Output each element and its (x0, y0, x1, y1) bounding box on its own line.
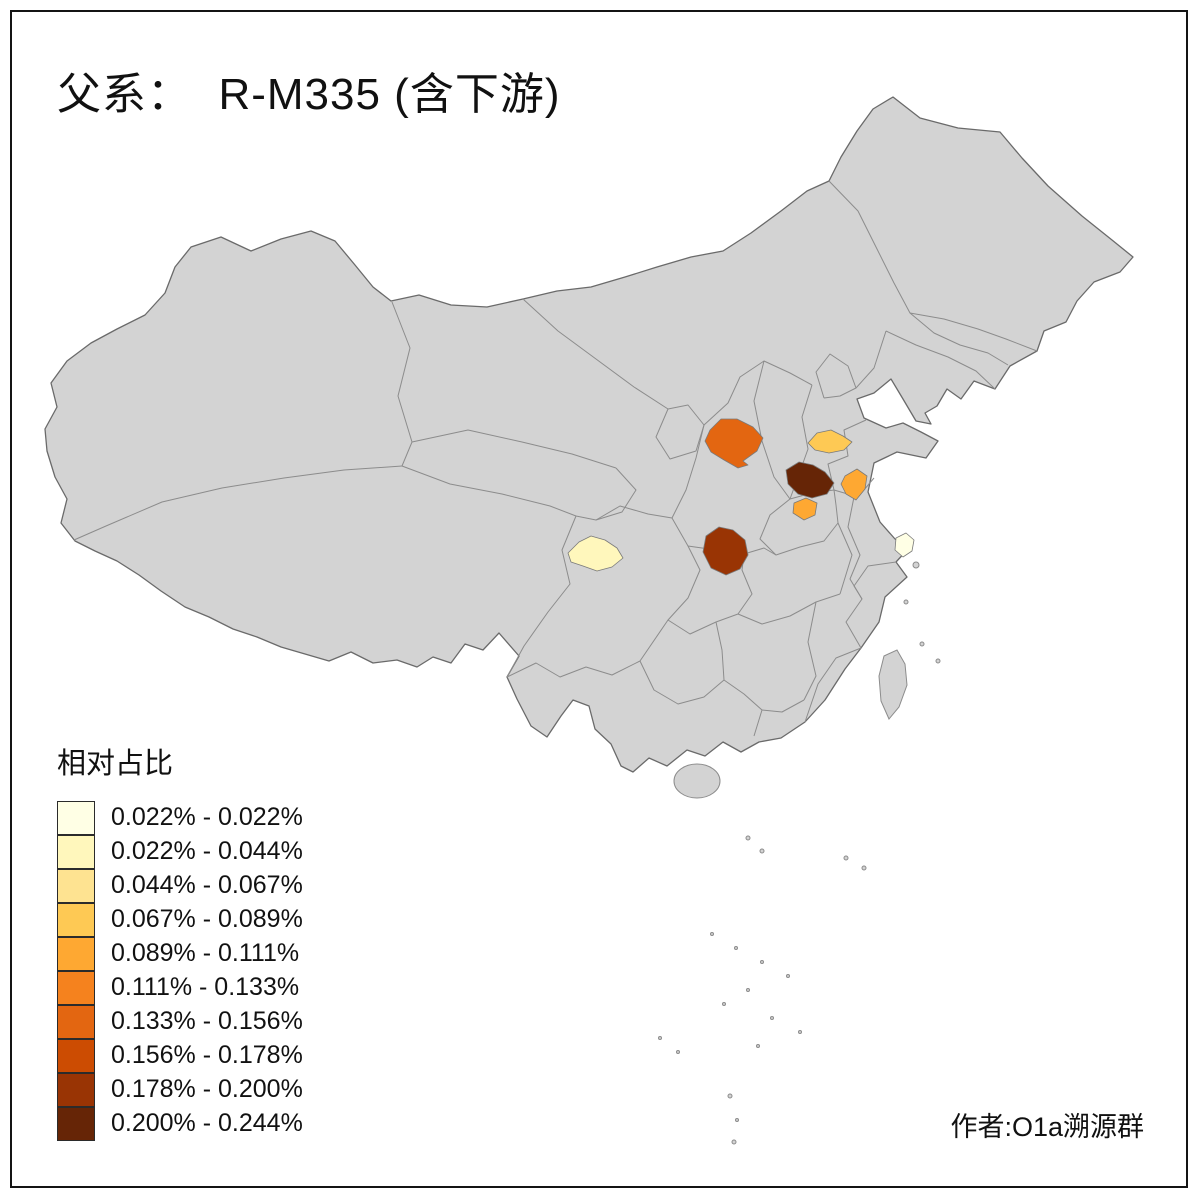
region-shanghai (894, 532, 915, 558)
legend-row: 0.178% - 0.200% (57, 1072, 303, 1107)
legend-title: 相对占比 (57, 748, 174, 780)
region-anhui-northwest (792, 497, 818, 521)
legend-range-label: 0.044% - 0.067% (111, 870, 303, 899)
legend-swatch (57, 1106, 95, 1141)
legend-row: 0.022% - 0.044% (57, 834, 303, 869)
attribution: 作者:O1a溯源群 (950, 1112, 1144, 1142)
region-shandong-west (807, 429, 853, 454)
page-title: 父系： R-M335 (含下游) (57, 70, 561, 119)
legend-row: 0.022% - 0.022% (57, 800, 303, 835)
legend-swatch (57, 800, 95, 835)
legend-range-label: 0.133% - 0.156% (111, 1006, 303, 1035)
hainan-island (673, 763, 721, 799)
legend-range-label: 0.200% - 0.244% (111, 1108, 303, 1137)
legend-range-label: 0.067% - 0.089% (111, 904, 303, 933)
legend: 相对占比 0.022% - 0.022% 0.022% - 0.044% 0.0… (57, 740, 303, 1141)
legend-row: 0.067% - 0.089% (57, 902, 303, 937)
highlighted-regions (567, 418, 915, 576)
legend-swatch (57, 970, 95, 1005)
legend-row: 0.156% - 0.178% (57, 1038, 303, 1073)
legend-row: 0.044% - 0.067% (57, 868, 303, 903)
region-hubei-west (702, 526, 749, 576)
islands (658, 561, 941, 1145)
legend-swatch (57, 936, 95, 971)
legend-row: 0.133% - 0.156% (57, 1004, 303, 1039)
legend-range-label: 0.111% - 0.133% (111, 972, 300, 1001)
legend-swatch (57, 868, 95, 903)
china-outline (44, 96, 1134, 773)
region-henan-east (785, 461, 835, 499)
legend-row: 0.089% - 0.111% (57, 936, 303, 971)
legend-swatch (57, 1004, 95, 1039)
legend-range-label: 0.178% - 0.200% (111, 1074, 303, 1103)
legend-swatch (57, 834, 95, 869)
legend-range-label: 0.156% - 0.178% (111, 1040, 303, 1069)
legend-swatch (57, 902, 95, 937)
region-jiangsu-north (840, 468, 868, 501)
taiwan-island (878, 649, 908, 720)
legend-swatch (57, 1038, 95, 1073)
legend-row: 0.111% - 0.133% (57, 970, 303, 1005)
legend-row: 0.200% - 0.244% (57, 1106, 303, 1141)
legend-entries: 0.022% - 0.022% 0.022% - 0.044% 0.044% -… (57, 800, 303, 1141)
legend-swatch (57, 1072, 95, 1107)
region-sichuan-chengdu (567, 535, 624, 572)
south-china-sea-islets (658, 561, 941, 1145)
region-shanxi-southwest (704, 418, 764, 469)
legend-range-label: 0.089% - 0.111% (111, 938, 300, 967)
legend-range-label: 0.022% - 0.044% (111, 836, 303, 865)
legend-range-label: 0.022% - 0.022% (111, 802, 303, 831)
